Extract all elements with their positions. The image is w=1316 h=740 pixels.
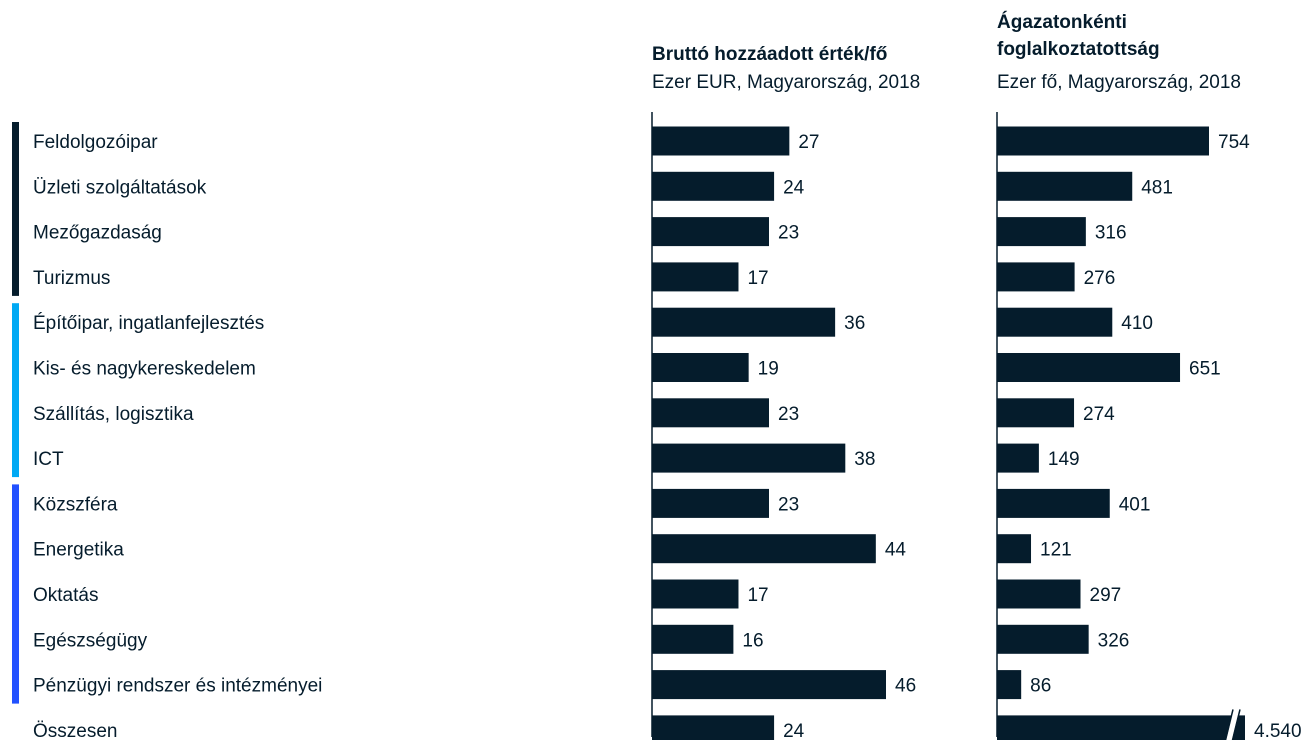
panel-2-bar xyxy=(997,126,1209,156)
panel-1-value-label: 38 xyxy=(854,449,875,470)
panel-2-value-label: 297 xyxy=(1090,585,1122,606)
category-label: Kis- és nagykereskedelem xyxy=(33,359,256,380)
panel-1-bar xyxy=(652,534,876,564)
panel-2-bar xyxy=(997,488,1110,518)
axis-break-stroke xyxy=(1224,709,1234,740)
panel-2-bar xyxy=(997,579,1081,609)
panel-1-bar xyxy=(652,670,886,700)
category-label: Energetika xyxy=(33,540,124,561)
panel-2-bar xyxy=(997,624,1089,654)
panel-2-bar xyxy=(997,443,1039,473)
panel-1-bar xyxy=(652,307,836,337)
panel-1-bar xyxy=(652,624,734,654)
panel-1-value-label: 19 xyxy=(758,359,779,380)
panel-1-value-label: 46 xyxy=(895,676,916,697)
panel-1-bar xyxy=(652,715,775,740)
panel-2-value-label: 651 xyxy=(1189,359,1221,380)
category-label: ICT xyxy=(33,449,64,470)
panel-2-bar xyxy=(997,715,1245,740)
panel-1-bar xyxy=(652,171,775,201)
panel-1-value-label: 23 xyxy=(778,223,799,244)
panel-2-bar xyxy=(997,307,1113,337)
panel-2-value-label: 274 xyxy=(1083,404,1115,425)
panel-1-value-label: 16 xyxy=(742,630,763,651)
panel-2-value-label: 276 xyxy=(1084,268,1116,289)
panel-1-subtitle: Ezer EUR, Magyarország, 2018 xyxy=(652,72,920,93)
panel-2-bar xyxy=(997,353,1181,382)
panel-1-value-label: 23 xyxy=(778,494,799,515)
panel-2-value-label: 149 xyxy=(1048,449,1080,470)
panel-1-value-label: 24 xyxy=(783,177,805,198)
category-label: Közszféra xyxy=(33,494,118,515)
group-marker-bar xyxy=(12,484,19,704)
panel-1-value-label: 23 xyxy=(778,404,799,425)
group-marker-bar xyxy=(12,122,19,296)
panel-2-value-label: 481 xyxy=(1141,177,1173,198)
category-label: Építőipar, ingatlanfejlesztés xyxy=(33,313,264,334)
category-label: Turizmus xyxy=(33,268,110,289)
panel-1-bar xyxy=(652,579,739,609)
panel-2-bar xyxy=(997,534,1032,564)
category-label: Oktatás xyxy=(33,585,98,606)
axis-break-stroke xyxy=(1231,709,1241,740)
panel-1-value-label: 27 xyxy=(798,132,819,153)
panel-1-bar xyxy=(652,398,769,428)
panel-1-bar xyxy=(652,262,739,292)
panel-2-bar xyxy=(997,398,1075,428)
category-label: Egészségügy xyxy=(33,630,148,651)
panel-1-value-label: 36 xyxy=(844,313,865,334)
panel-2-title-line: Ágazatonkénti xyxy=(997,11,1127,33)
axis-break-gap xyxy=(1226,711,1239,740)
panel-2-value-label: 410 xyxy=(1121,313,1153,334)
panel-2-value-label: 121 xyxy=(1040,540,1072,561)
panel-1-value-label: 17 xyxy=(747,585,768,606)
panel-2-bar xyxy=(997,262,1075,292)
panel-1-bar xyxy=(652,488,769,518)
panel-2-value-label: 326 xyxy=(1098,630,1130,651)
panel-2-value-label: 754 xyxy=(1218,132,1250,153)
group-marker-bar xyxy=(12,303,19,478)
panel-2-value-label: 401 xyxy=(1119,494,1151,515)
category-label: Szállítás, logisztika xyxy=(33,404,194,425)
panel-1-title: Bruttó hozzáadott érték/fő xyxy=(652,44,887,65)
panel-1-value-label: 44 xyxy=(885,540,907,561)
panel-1-bar xyxy=(652,126,790,156)
panel-2-subtitle: Ezer fő, Magyarország, 2018 xyxy=(997,72,1241,93)
panel-1-value-label: 24 xyxy=(783,721,805,740)
category-label: Pénzügyi rendszer és intézményei xyxy=(33,676,322,697)
panel-2-value-label: 86 xyxy=(1030,676,1051,697)
category-label: Mezőgazdaság xyxy=(33,223,162,244)
panel-1-bar xyxy=(652,353,749,382)
panel-2-bar xyxy=(997,670,1022,700)
panel-1-bar xyxy=(652,217,769,247)
panel-2-value-label: 316 xyxy=(1095,223,1127,244)
category-label: Üzleti szolgáltatások xyxy=(33,177,207,198)
panel-2-bar xyxy=(997,171,1133,201)
panel-2-title-line: foglalkoztatottság xyxy=(997,39,1160,60)
panel-2-bar xyxy=(997,217,1086,247)
panel-1-value-label: 17 xyxy=(747,268,768,289)
category-label: Összesen xyxy=(33,721,117,740)
category-label: Feldolgozóipar xyxy=(33,132,158,153)
panel-2-value-label: 4.540 xyxy=(1254,721,1302,740)
panel-1-bar xyxy=(652,443,846,473)
